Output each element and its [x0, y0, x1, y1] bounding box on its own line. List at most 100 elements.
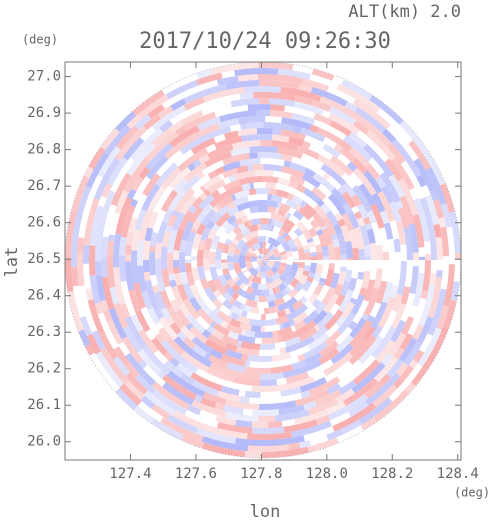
- echo-cell: [273, 219, 284, 229]
- echo-cell: [165, 316, 175, 326]
- echo-cell: [424, 241, 431, 254]
- echo-cell: [427, 277, 443, 319]
- echo-cell: [327, 193, 347, 216]
- echo-cell: [239, 176, 258, 186]
- echo-cell: [142, 172, 161, 197]
- echo-cell: [126, 188, 137, 200]
- echo-cell: [234, 231, 245, 242]
- echo-cell: [257, 230, 270, 237]
- echo-cell: [370, 301, 388, 330]
- echo-cell: [316, 229, 324, 236]
- echo-cell: [280, 86, 322, 102]
- echo-cell: [332, 238, 340, 248]
- echo-cell: [292, 125, 302, 134]
- echo-cell: [295, 303, 309, 316]
- echo-cell: [213, 278, 224, 292]
- echo-cell: [190, 372, 223, 392]
- echo-cell: [100, 347, 129, 385]
- echo-cell: [268, 68, 279, 75]
- echo-cell: [85, 344, 95, 356]
- echo-cell: [274, 286, 281, 294]
- echo-cell: [427, 288, 447, 336]
- echo-cell: [179, 372, 195, 386]
- echo-cell: [359, 287, 368, 297]
- echo-cell: [367, 315, 375, 323]
- echo-cell: [121, 336, 143, 364]
- echo-cell: [100, 258, 108, 278]
- echo-cell: [365, 129, 396, 161]
- echo-cell: [193, 387, 206, 398]
- echo-cell: [201, 329, 212, 339]
- echo-cell: [239, 92, 254, 100]
- x-tick-label: 127.6: [175, 466, 217, 482]
- echo-cell: [225, 349, 243, 360]
- echo-cell: [328, 263, 335, 270]
- echo-cell: [260, 372, 285, 381]
- echo-cell: [231, 291, 240, 300]
- echo-cell: [286, 310, 299, 321]
- echo-cell: [160, 246, 168, 270]
- echo-cell: [449, 211, 461, 253]
- echo-cell: [335, 334, 354, 353]
- echo-cell: [125, 261, 135, 291]
- echo-cell: [315, 264, 323, 275]
- echo-cell: [321, 286, 336, 306]
- echo-cell: [416, 174, 427, 188]
- echo-cell: [212, 329, 225, 340]
- echo-cell: [278, 228, 286, 237]
- echo-cell: [209, 348, 224, 360]
- echo-cell: [249, 182, 254, 190]
- echo-cell: [399, 195, 415, 225]
- echo-cell: [258, 74, 304, 85]
- echo-cell: [167, 337, 185, 356]
- echo-cell: [279, 266, 286, 270]
- echo-cell: [311, 359, 322, 369]
- echo-cell: [278, 404, 305, 416]
- echo-cell: [226, 362, 246, 373]
- echo-cell: [287, 238, 297, 249]
- echo-cell: [220, 320, 229, 329]
- echo-cell: [274, 409, 310, 422]
- echo-cell: [377, 190, 396, 222]
- echo-cell: [191, 249, 198, 257]
- echo-cell: [71, 175, 90, 213]
- echo-cell: [131, 250, 140, 284]
- echo-cell: [359, 224, 370, 246]
- echo-cell: [263, 255, 268, 260]
- echo-cell: [212, 289, 222, 299]
- echo-cell: [276, 267, 286, 276]
- echo-cell: [293, 236, 302, 247]
- echo-cell: [198, 153, 210, 165]
- echo-cell: [268, 277, 284, 290]
- echo-cell: [158, 327, 172, 342]
- echo-cell: [133, 405, 155, 424]
- echo-cell: [272, 128, 282, 136]
- echo-cell: [222, 299, 234, 311]
- echo-cell: [222, 160, 241, 172]
- echo-cell: [381, 128, 396, 143]
- echo-cell: [268, 420, 283, 428]
- echo-cell: [340, 140, 353, 152]
- echo-cell: [263, 254, 265, 260]
- echo-cell: [94, 157, 120, 200]
- echo-cell: [279, 275, 287, 283]
- echo-cell: [114, 125, 148, 162]
- echo-cell: [283, 218, 296, 229]
- echo-cell: [388, 332, 407, 357]
- echo-cell: [342, 106, 378, 134]
- plot-frame: [64, 61, 462, 461]
- echo-cell: [419, 145, 446, 186]
- echo-cell: [114, 190, 129, 215]
- echo-cell: [373, 389, 410, 422]
- echo-cell: [292, 299, 304, 311]
- echo-cell: [284, 234, 292, 242]
- echo-cell: [169, 125, 200, 148]
- echo-cell: [306, 276, 314, 283]
- echo-cell: [268, 98, 296, 108]
- echo-cell: [191, 399, 227, 418]
- echo-cell: [244, 330, 255, 338]
- echo-cell: [209, 263, 216, 268]
- echo-cell: [214, 248, 223, 261]
- y-tick-label: 26.4: [27, 288, 61, 304]
